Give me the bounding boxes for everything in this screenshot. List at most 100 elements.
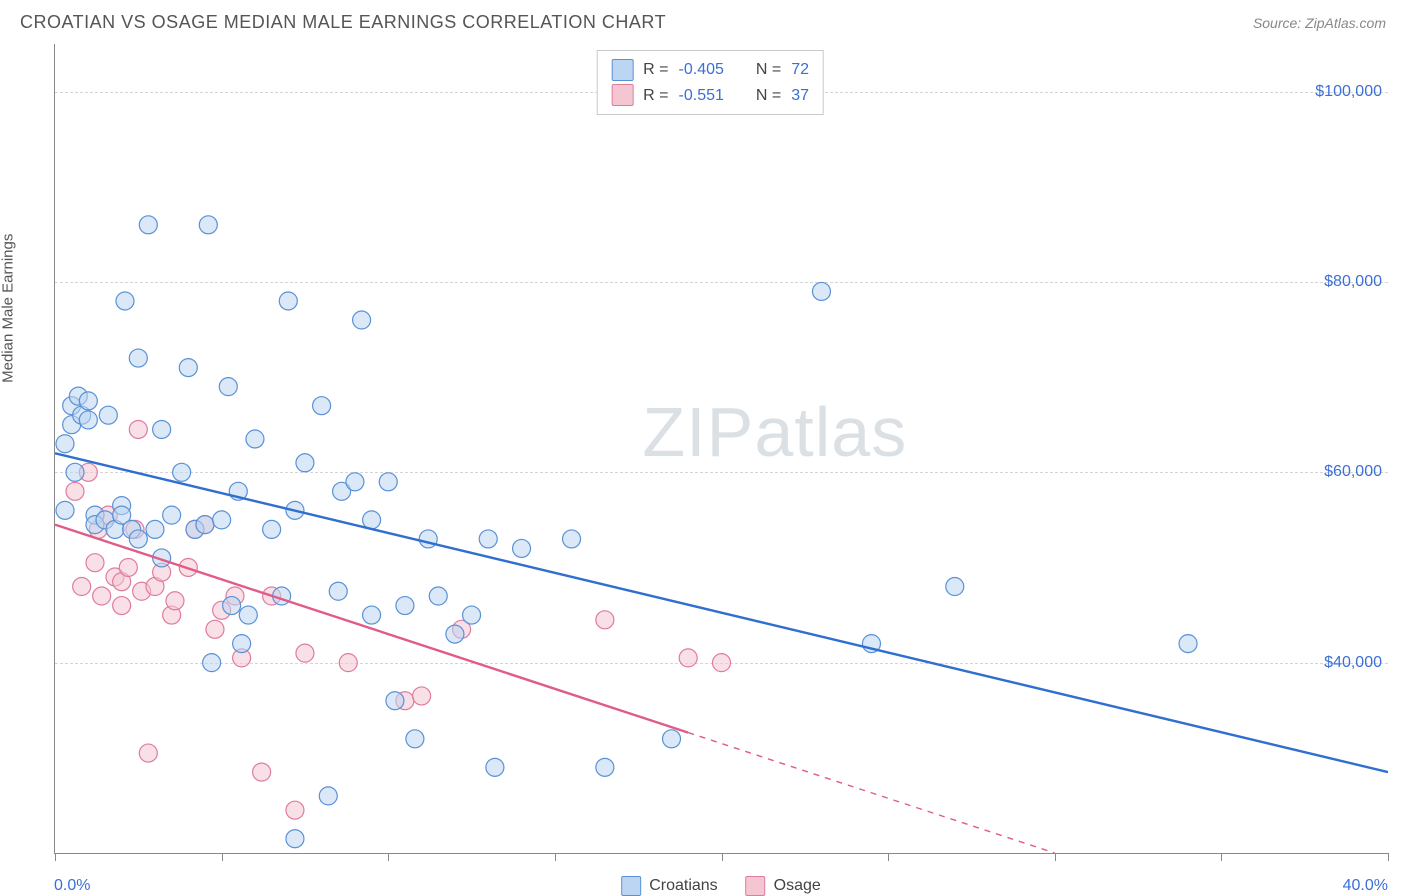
scatter-point: [596, 611, 614, 629]
legend-label: Osage: [774, 877, 821, 895]
scatter-point: [263, 520, 281, 538]
scatter-point: [279, 292, 297, 310]
scatter-point: [219, 378, 237, 396]
scatter-point: [163, 506, 181, 524]
scatter-point: [56, 435, 74, 453]
r-label: R =: [643, 57, 668, 83]
scatter-point: [346, 473, 364, 491]
scatter-point: [196, 516, 214, 534]
scatter-point: [446, 625, 464, 643]
legend-item: Croatians: [621, 876, 717, 896]
scatter-point: [812, 282, 830, 300]
legend-item: Osage: [746, 876, 821, 896]
scatter-point: [596, 758, 614, 776]
x-tick: [1388, 853, 1389, 861]
scatter-point: [329, 582, 347, 600]
scatter-point: [313, 397, 331, 415]
chart-area: Median Male Earnings ZIPatlas R =-0.405N…: [18, 44, 1388, 854]
scatter-point: [113, 597, 131, 615]
trend-line-extrapolated: [688, 733, 1055, 853]
legend-swatch: [611, 84, 633, 106]
correlation-legend: R = -0.405 N = 72 R = -0.551 N = 37: [596, 50, 824, 115]
scatter-point: [139, 744, 157, 762]
scatter-point: [233, 635, 251, 653]
scatter-point: [396, 597, 414, 615]
x-axis-max-label: 40.0%: [1343, 877, 1388, 895]
plot-region: ZIPatlas R =-0.405N =72R =-0.551N =37 $4…: [54, 44, 1388, 854]
scatter-point: [663, 730, 681, 748]
scatter-point: [296, 454, 314, 472]
legend-label: Croatians: [649, 877, 717, 895]
x-tick: [722, 853, 723, 861]
scatter-point: [73, 578, 91, 596]
scatter-point: [56, 501, 74, 519]
n-label: N =: [756, 57, 781, 83]
scatter-point: [203, 654, 221, 672]
x-axis-min-label: 0.0%: [54, 877, 90, 895]
scatter-point: [296, 644, 314, 662]
scatter-point: [66, 463, 84, 481]
scatter-point: [253, 763, 271, 781]
legend-swatch: [746, 876, 766, 896]
legend-swatch: [621, 876, 641, 896]
scatter-point: [339, 654, 357, 672]
scatter-point: [166, 592, 184, 610]
scatter-point: [406, 730, 424, 748]
scatter-point: [223, 597, 241, 615]
legend-row: R = -0.551 N = 37: [611, 83, 809, 109]
scatter-point: [463, 606, 481, 624]
scatter-point: [379, 473, 397, 491]
x-tick: [222, 853, 223, 861]
scatter-point: [563, 530, 581, 548]
scatter-point: [679, 649, 697, 667]
scatter-point: [363, 606, 381, 624]
scatter-point: [239, 606, 257, 624]
x-tick: [888, 853, 889, 861]
scatter-point: [319, 787, 337, 805]
x-tick: [555, 853, 556, 861]
scatter-point: [713, 654, 731, 672]
r-value: -0.551: [679, 83, 724, 109]
scatter-point: [79, 392, 97, 410]
scatter-point: [119, 558, 137, 576]
scatter-point: [213, 511, 231, 529]
scatter-point: [66, 482, 84, 500]
scatter-point: [386, 692, 404, 710]
scatter-point: [129, 420, 147, 438]
y-axis-label: Median Male Earnings: [0, 234, 17, 383]
scatter-point: [146, 520, 164, 538]
scatter-point: [99, 406, 117, 424]
scatter-point: [153, 420, 171, 438]
scatter-point: [129, 349, 147, 367]
scatter-point: [286, 801, 304, 819]
r-value: -0.405: [679, 57, 724, 83]
scatter-point: [179, 359, 197, 377]
scatter-point: [286, 830, 304, 848]
scatter-point: [246, 430, 264, 448]
n-value: 37: [791, 83, 809, 109]
x-tick: [55, 853, 56, 861]
r-label: R =: [643, 83, 668, 109]
scatter-point: [86, 554, 104, 572]
scatter-point: [1179, 635, 1197, 653]
scatter-point: [129, 530, 147, 548]
scatter-point: [116, 292, 134, 310]
scatter-point: [429, 587, 447, 605]
series-legend: Croatians Osage: [621, 876, 821, 896]
scatter-point: [363, 511, 381, 529]
scatter-point: [206, 620, 224, 638]
legend-row: R = -0.405 N = 72: [611, 57, 809, 83]
scatter-point: [479, 530, 497, 548]
scatter-point: [173, 463, 191, 481]
n-label: N =: [756, 83, 781, 109]
scatter-point: [353, 311, 371, 329]
scatter-point: [513, 539, 531, 557]
x-tick: [1055, 853, 1056, 861]
n-value: 72: [791, 57, 809, 83]
legend-swatch: [611, 59, 633, 81]
source-attribution: Source: ZipAtlas.com: [1253, 15, 1386, 31]
scatter-svg: [55, 44, 1388, 853]
scatter-point: [139, 216, 157, 234]
scatter-point: [486, 758, 504, 776]
x-tick: [388, 853, 389, 861]
